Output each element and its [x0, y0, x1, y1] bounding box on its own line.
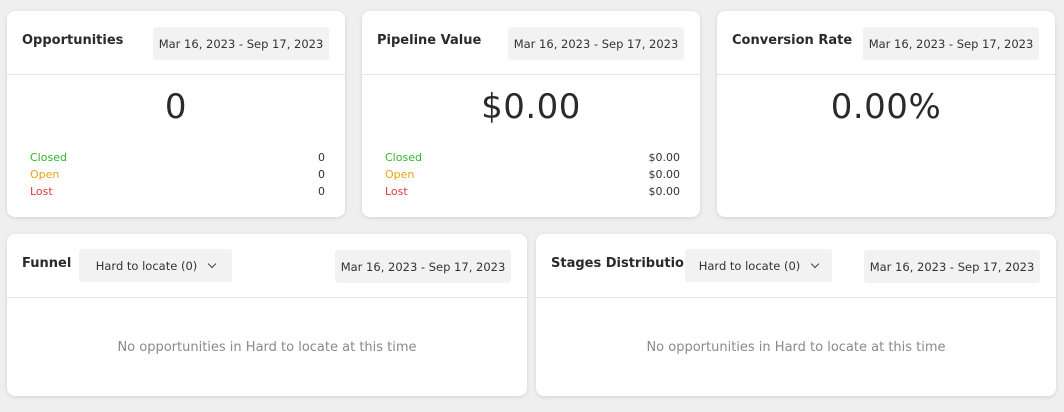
stat-value-lost: $0.00	[648, 185, 681, 198]
pipeline-value-amount: $0.00	[481, 87, 581, 127]
stat-row-lost: Lost 0	[30, 185, 325, 202]
pipeline-dropdown[interactable]: Hard to locate (0)	[79, 249, 232, 282]
conversion-rate-title: Conversion Rate	[732, 33, 853, 48]
pipeline-dropdown-label: Hard to locate (0)	[698, 258, 801, 273]
stat-value-lost: 0	[318, 185, 325, 198]
stat-label-lost: Lost	[385, 185, 408, 198]
funnel-title: Funnel	[22, 256, 72, 271]
empty-state-message: No opportunities in Hard to locate at th…	[646, 340, 946, 355]
empty-state-message: No opportunities in Hard to locate at th…	[117, 340, 417, 355]
opportunities-count: 0	[164, 87, 188, 127]
stat-label-closed: Closed	[385, 151, 422, 164]
stages-distribution-card: Stages Distribution Hard to locate (0) M…	[536, 234, 1056, 396]
conversion-rate-value: 0.00%	[830, 87, 942, 127]
pipeline-value-title: Pipeline Value	[377, 33, 482, 48]
funnel-card: Funnel Hard to locate (0) Mar 16, 2023 -…	[7, 234, 527, 396]
stat-row-closed: Closed 0	[30, 151, 325, 168]
opportunities-title: Opportunities	[22, 33, 124, 48]
pipeline-dropdown[interactable]: Hard to locate (0)	[685, 249, 832, 282]
stat-label-open: Open	[385, 168, 415, 181]
card-header: Stages Distribution Hard to locate (0) M…	[536, 234, 1056, 298]
pipeline-value-card: Pipeline Value Mar 16, 2023 - Sep 17, 20…	[362, 11, 700, 217]
stat-row-closed: Closed $0.00	[385, 151, 680, 168]
chevron-down-icon	[208, 259, 217, 268]
stages-distribution-title: Stages Distribution	[551, 256, 694, 271]
conversion-rate-card: Conversion Rate Mar 16, 2023 - Sep 17, 2…	[717, 11, 1055, 217]
stat-value-open: 0	[318, 168, 325, 181]
date-range-button[interactable]: Mar 16, 2023 - Sep 17, 2023	[864, 250, 1040, 283]
opportunities-card: Opportunities Mar 16, 2023 - Sep 17, 202…	[7, 11, 345, 217]
date-range-button[interactable]: Mar 16, 2023 - Sep 17, 2023	[863, 27, 1039, 60]
date-range-button[interactable]: Mar 16, 2023 - Sep 17, 2023	[153, 27, 329, 60]
stat-label-closed: Closed	[30, 151, 67, 164]
stat-value-closed: 0	[318, 151, 325, 164]
stat-label-open: Open	[30, 168, 60, 181]
card-header: Pipeline Value Mar 16, 2023 - Sep 17, 20…	[362, 11, 700, 75]
date-range-button[interactable]: Mar 16, 2023 - Sep 17, 2023	[508, 27, 684, 60]
stat-row-open: Open $0.00	[385, 168, 680, 185]
date-range-button[interactable]: Mar 16, 2023 - Sep 17, 2023	[335, 250, 511, 283]
pipeline-dropdown-label: Hard to locate (0)	[95, 258, 198, 273]
chevron-down-icon	[811, 259, 820, 268]
card-header: Opportunities Mar 16, 2023 - Sep 17, 202…	[7, 11, 345, 75]
card-header: Conversion Rate Mar 16, 2023 - Sep 17, 2…	[717, 11, 1055, 75]
stat-value-open: $0.00	[648, 168, 681, 181]
stat-label-lost: Lost	[30, 185, 53, 198]
stat-value-closed: $0.00	[648, 151, 681, 164]
stat-row-open: Open 0	[30, 168, 325, 185]
card-header: Funnel Hard to locate (0) Mar 16, 2023 -…	[7, 234, 527, 298]
stat-row-lost: Lost $0.00	[385, 185, 680, 202]
